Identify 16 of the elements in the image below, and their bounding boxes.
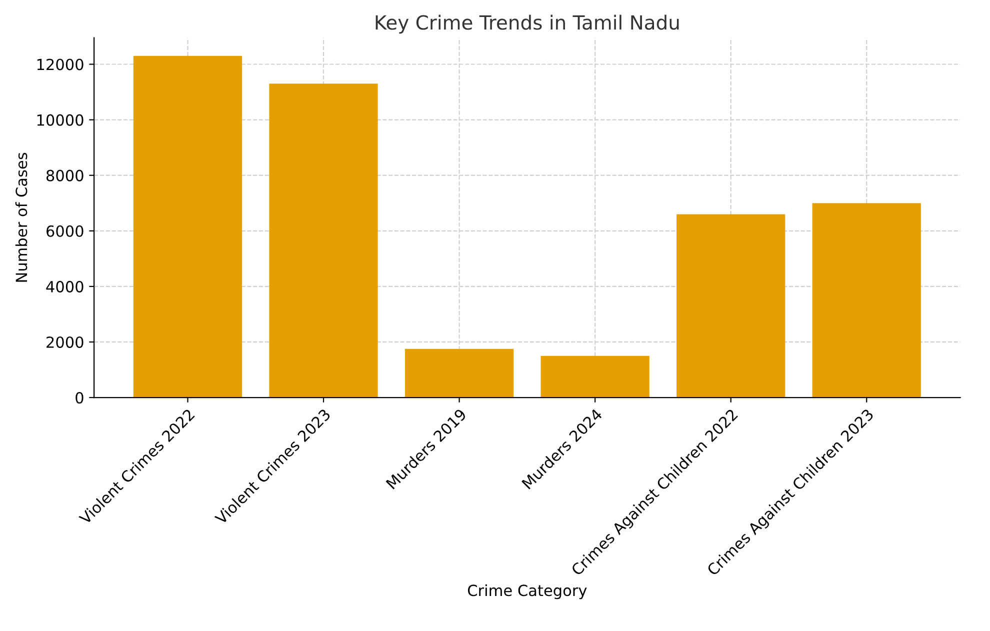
bar <box>812 203 921 398</box>
chart-title: Key Crime Trends in Tamil Nadu <box>376 14 679 34</box>
y-tick-label: 0 <box>76 392 84 404</box>
y-tick-label: 8000 <box>46 170 84 182</box>
bar <box>676 214 786 398</box>
y-tick-label: 10000 <box>37 114 84 126</box>
y-tick-label: 2000 <box>46 336 84 348</box>
y-axis-title: Number of Cases <box>15 152 28 282</box>
bar <box>540 356 650 398</box>
bar <box>269 84 378 398</box>
x-axis-title: Crime Category <box>468 584 587 600</box>
y-tick-label: 6000 <box>46 225 84 237</box>
y-tick-label: 12000 <box>37 58 84 70</box>
y-tick-label: 4000 <box>46 280 84 292</box>
bar <box>133 56 242 398</box>
bar <box>404 348 514 398</box>
